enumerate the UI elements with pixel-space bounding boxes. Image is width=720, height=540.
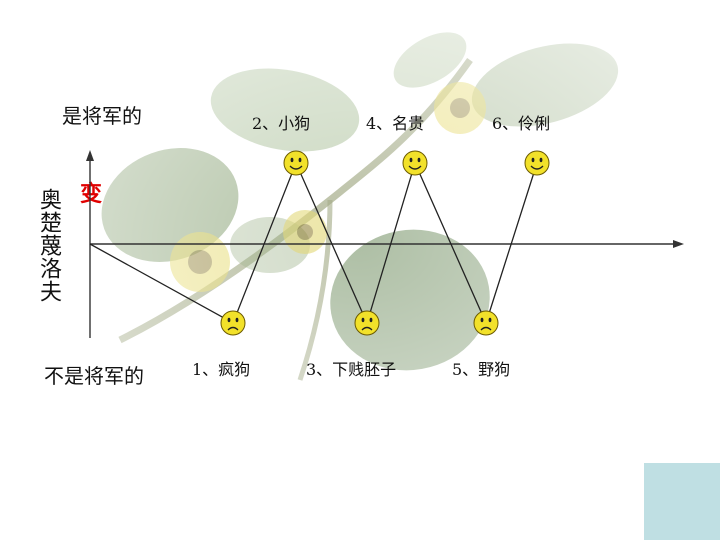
- top-left-label: 是将军的: [62, 104, 142, 128]
- smiley-face-icon: [283, 150, 309, 176]
- point-label-3: 3、下贱胚子: [306, 360, 396, 379]
- vertical-axis-arrow: [86, 150, 94, 161]
- smiley-face-icon: [402, 150, 428, 176]
- bottom-left-label: 不是将军的: [44, 364, 144, 388]
- change-char-label: 变: [80, 181, 103, 207]
- point-label-4: 4、名贵: [366, 114, 424, 133]
- point-label-2: 2、小狗: [252, 114, 310, 133]
- corner-decoration: [644, 463, 720, 540]
- frown-face-icon: [473, 310, 499, 336]
- point-label-6: 6、伶俐: [492, 114, 550, 133]
- horizontal-axis-arrow: [673, 240, 684, 248]
- vertical-name-label: 奥楚蔑洛夫: [36, 188, 61, 303]
- point-label-1: 1、疯狗: [192, 360, 250, 379]
- smiley-face-icon: [524, 150, 550, 176]
- zigzag-line: [89, 161, 538, 325]
- point-label-5: 5、野狗: [452, 360, 510, 379]
- frown-face-icon: [220, 310, 246, 336]
- frown-face-icon: [354, 310, 380, 336]
